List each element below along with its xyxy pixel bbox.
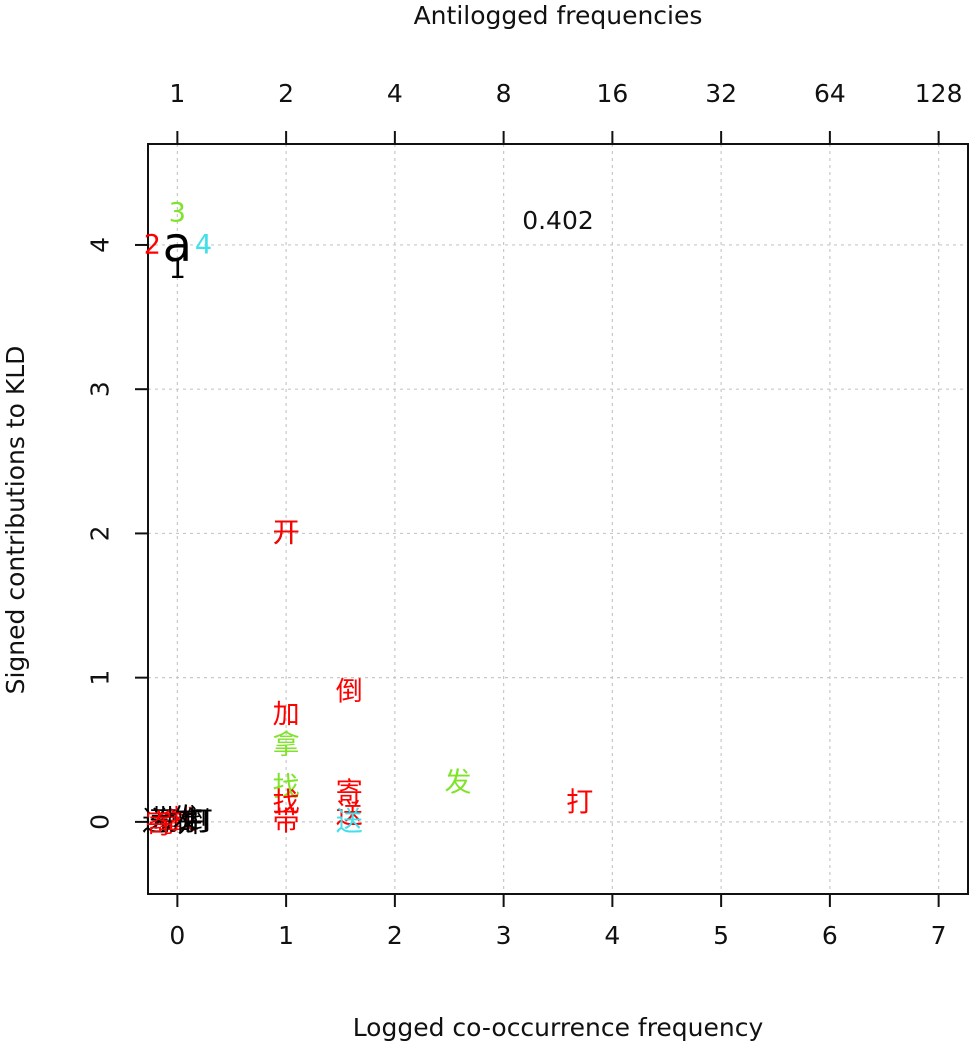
point-label: 1 (169, 254, 186, 285)
grid (148, 144, 968, 894)
point-label: 带 (150, 805, 177, 836)
x-tick-label: 1 (278, 921, 294, 950)
x-tick-label: 2 (387, 921, 403, 950)
point-label: 寄 (336, 778, 363, 809)
top-tick-label: 8 (496, 79, 512, 108)
point-label: 倒 (336, 677, 363, 708)
y-tick-label: 1 (86, 670, 115, 686)
annotation: 0.402 (522, 206, 594, 235)
top-tick-label: 32 (705, 79, 737, 108)
point-label: 找 (273, 788, 300, 819)
point-label: 开 (273, 518, 300, 549)
x-tick-label: 6 (822, 921, 838, 950)
point-label: 加 (164, 806, 191, 837)
point-label: a (163, 217, 192, 273)
point-label: 送 (336, 799, 363, 830)
x-tick-label: 5 (713, 921, 729, 950)
point-label: 找 (170, 805, 197, 836)
point-label: 打 (186, 806, 213, 837)
y-tick-label: 2 (86, 525, 115, 541)
top-tick-label: 64 (814, 79, 846, 108)
top-tick-label: 1 (169, 79, 185, 108)
point-label: 寄 (145, 809, 172, 840)
x-tick-label: 4 (604, 921, 620, 950)
point-label: 打 (566, 788, 593, 819)
y-tick-label: 3 (86, 381, 115, 397)
point-label: 拿 (273, 730, 300, 761)
point-label: 拿 (157, 808, 184, 839)
top-axis-title: Antilogged frequencies (414, 1, 703, 30)
y-tick-label: 4 (86, 237, 115, 253)
y-tick-label: 0 (86, 814, 115, 830)
top-tick-label: 2 (278, 79, 294, 108)
x-tick-label: 3 (496, 921, 512, 950)
x-axis-title: Logged co-occurrence frequency (353, 1013, 764, 1042)
point-label: 2 (144, 229, 161, 260)
point-label: 4 (195, 229, 212, 260)
point-label: 3 (169, 198, 186, 229)
point-label: 送 (336, 806, 363, 837)
point-label: 开 (273, 518, 300, 549)
top-tick-label: 16 (596, 79, 628, 108)
point-label: 开 (177, 808, 204, 839)
point-label: 送 (142, 806, 169, 837)
point-label: 找 (273, 772, 300, 803)
top-tick-label: 4 (387, 79, 403, 108)
point-label: 发 (173, 804, 200, 835)
x-tick-label: 0 (169, 921, 185, 950)
points: a1234开开倒加拿发找找寄打带 送送送带拿加找开倒寄 发打 (142, 198, 593, 841)
x-tick-label: 7 (931, 921, 947, 950)
plot-frame (147, 143, 969, 895)
y-axis-title: Signed contributions to KLD (1, 346, 30, 695)
point-label: 加 (273, 700, 300, 731)
point-label: 带 (273, 806, 300, 837)
point-label: 发 (444, 767, 471, 798)
top-tick-label: 128 (915, 79, 963, 108)
point-label: 倒 (183, 806, 210, 837)
